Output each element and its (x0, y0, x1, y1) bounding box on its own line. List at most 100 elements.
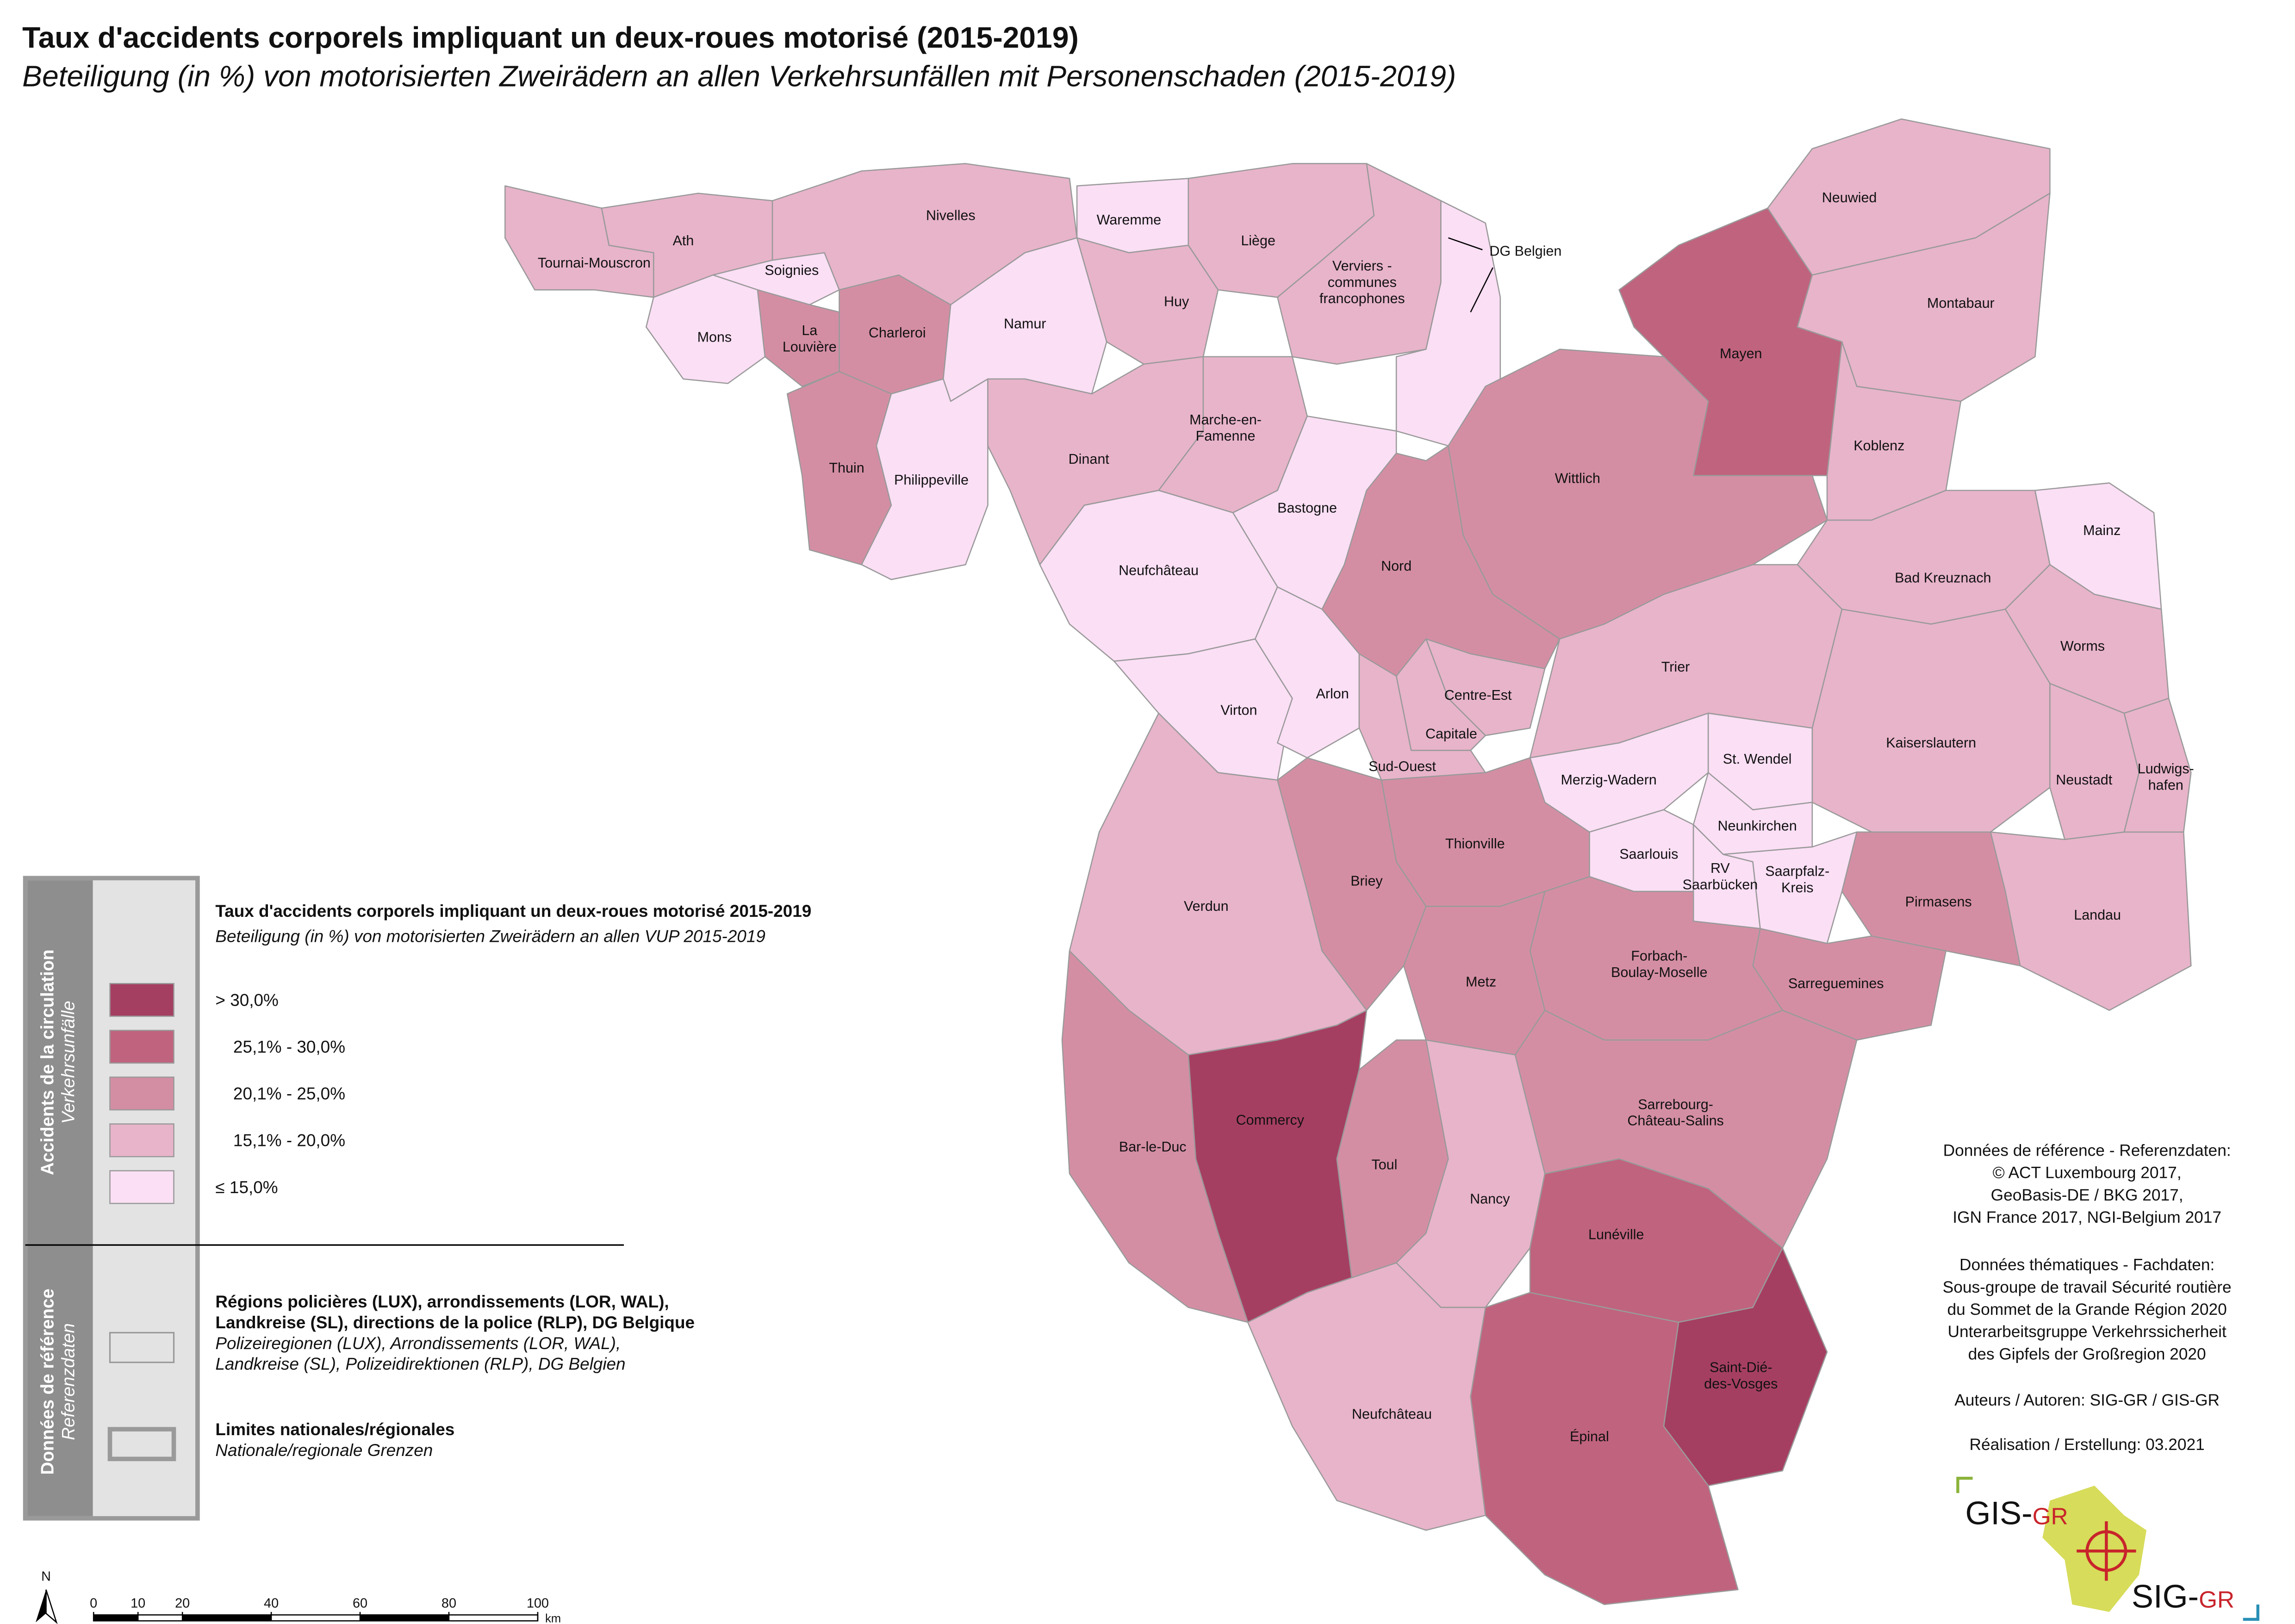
legend-heading: Taux d'accidents corporels impliquant un… (215, 902, 811, 921)
credit-line: Sous-groupe de travail Sécurité routière (1943, 1278, 2232, 1296)
credit-line: IGN France 2017, NGI-Belgium 2017 (1953, 1208, 2221, 1226)
credits: Données de référence - Referenzdaten: © A… (1943, 1142, 2232, 1454)
reference-sublabel: Nationale/regionale Grenzen (215, 1441, 433, 1460)
logo-corner (1956, 1476, 1973, 1493)
logo-text-part: GR (2033, 1503, 2068, 1530)
credit-line: © ACT Luxembourg 2017, (1993, 1164, 2182, 1182)
region-label: Charleroi (869, 325, 926, 341)
legend-label: > 30,0% (215, 990, 278, 1009)
region-label: Landau (2074, 907, 2121, 923)
logo: GIS-GR SIG-GR (1956, 1476, 2259, 1621)
region-label: communes (1328, 274, 1397, 290)
region-label: Huy (1164, 294, 1189, 310)
region-label: Neunkirchen (1718, 818, 1797, 834)
region-label: Château-Salins (1627, 1113, 1723, 1129)
scale-tick-label: 100 (527, 1596, 549, 1611)
region-label: Capitale (1425, 726, 1477, 742)
legend-side-title: Accidents de la circulation (38, 949, 58, 1175)
region-label: Mainz (2083, 523, 2121, 538)
region-label: Namur (1004, 316, 1046, 332)
credit-line: Données thématiques - Fachdaten: (1959, 1256, 2214, 1274)
credit-line: des Gipfels der Großregion 2020 (1968, 1345, 2206, 1363)
region-label: Marche-en- (1189, 412, 1262, 428)
reference-swatch (107, 1427, 176, 1462)
region-label: Saarpfalz- (1765, 864, 1829, 879)
scale-tick-label: 80 (442, 1596, 456, 1611)
reference-sublabel: Polizeiregionen (LUX), Arrondissements (… (215, 1334, 621, 1353)
reference-label: Limites nationales/régionales (215, 1420, 454, 1439)
region-label: Neustadt (2056, 772, 2113, 788)
region-label: Tournai-Mouscron (538, 255, 651, 271)
region-label: Thionville (1445, 836, 1505, 852)
scale-tick-label: 20 (175, 1596, 190, 1611)
region-label: Montabaur (1927, 295, 1995, 311)
logo-text: GIS-GR (1965, 1495, 2068, 1531)
region-label: Thuin (829, 460, 864, 476)
credit-line: du Sommet de la Grande Région 2020 (1947, 1300, 2227, 1319)
region (1076, 237, 1219, 365)
north-arrow-half (45, 1589, 58, 1624)
region-label: Bastogne (1277, 500, 1337, 516)
region-label: Louvière (783, 339, 837, 355)
region-label: Worms (2060, 638, 2105, 654)
scale-segment (93, 1615, 138, 1621)
region-label: Ludwigs- (2138, 761, 2194, 777)
region-label: hafen (2148, 777, 2183, 793)
region-label: Saarbücken (1682, 877, 1758, 892)
region-label: Bad Kreuznach (1895, 570, 1991, 586)
region-label: Liège (1241, 233, 1275, 249)
region-label: Briey (1350, 873, 1383, 889)
region-label: Mons (697, 330, 732, 345)
region (1395, 200, 1501, 447)
legend-side-bar (27, 880, 93, 1516)
logo-text: SIG-GR (2132, 1578, 2234, 1614)
legend-swatch (109, 983, 174, 1017)
map-subtitle: Beteiligung (in %) von motorisierten Zwe… (22, 60, 1456, 93)
region-label: Neufchâteau (1119, 563, 1199, 579)
legend-label: 15,1% - 20,0% (233, 1131, 345, 1150)
region (1247, 1262, 1486, 1531)
logo-text-part: GIS- (1965, 1495, 2032, 1531)
region-label: Lunéville (1588, 1226, 1644, 1242)
logo-text-part: GR (2199, 1586, 2234, 1612)
reference-label: Régions policières (LUX), arrondissement… (215, 1292, 669, 1311)
region-label: Nivelles (926, 207, 976, 223)
region-label: Nancy (1470, 1191, 1510, 1207)
scale-tick-label: 10 (131, 1596, 145, 1611)
region-label: Épinal (1570, 1428, 1609, 1444)
region-label: Toul (1371, 1157, 1397, 1172)
region-label: Bar-le-Duc (1119, 1139, 1187, 1155)
region (861, 378, 989, 580)
region (1722, 831, 1858, 944)
credit-line: Données de référence - Referenzdaten: (1943, 1142, 2231, 1160)
region-label: Nord (1381, 558, 1412, 574)
leader-line (1470, 267, 1493, 313)
region-label: Forbach- (1631, 948, 1687, 964)
scale-tick-label: 60 (353, 1596, 367, 1611)
region-label: Kaiserslautern (1886, 735, 1976, 751)
region-label: Sarrebourg- (1638, 1096, 1713, 1112)
region (645, 274, 766, 384)
scale-unit: km (545, 1612, 561, 1624)
region-label: Dinant (1069, 451, 1110, 467)
legend-swatch (109, 1123, 174, 1157)
north-arrow: N (36, 1569, 58, 1624)
region-label: Neufchâteau (1352, 1406, 1432, 1422)
region-label: Pirmasens (1905, 894, 1972, 909)
reference-swatch (109, 1332, 175, 1363)
scale-segment (360, 1615, 449, 1621)
region-label: Waremme (1097, 212, 1161, 228)
scale-segment (182, 1615, 272, 1621)
region-label: La (802, 323, 817, 338)
region-label: Mayen (1720, 346, 1762, 361)
region-label: Boulay-Moselle (1611, 964, 1707, 980)
legend-label: 20,1% - 25,0% (233, 1084, 345, 1103)
region (1811, 609, 2051, 833)
regions (504, 118, 2192, 1605)
scale-frame (93, 1614, 539, 1622)
region-label: Neuwied (1822, 190, 1877, 205)
legend-label: 25,1% - 30,0% (233, 1037, 345, 1056)
legend-label: ≤ 15,0% (215, 1178, 278, 1197)
